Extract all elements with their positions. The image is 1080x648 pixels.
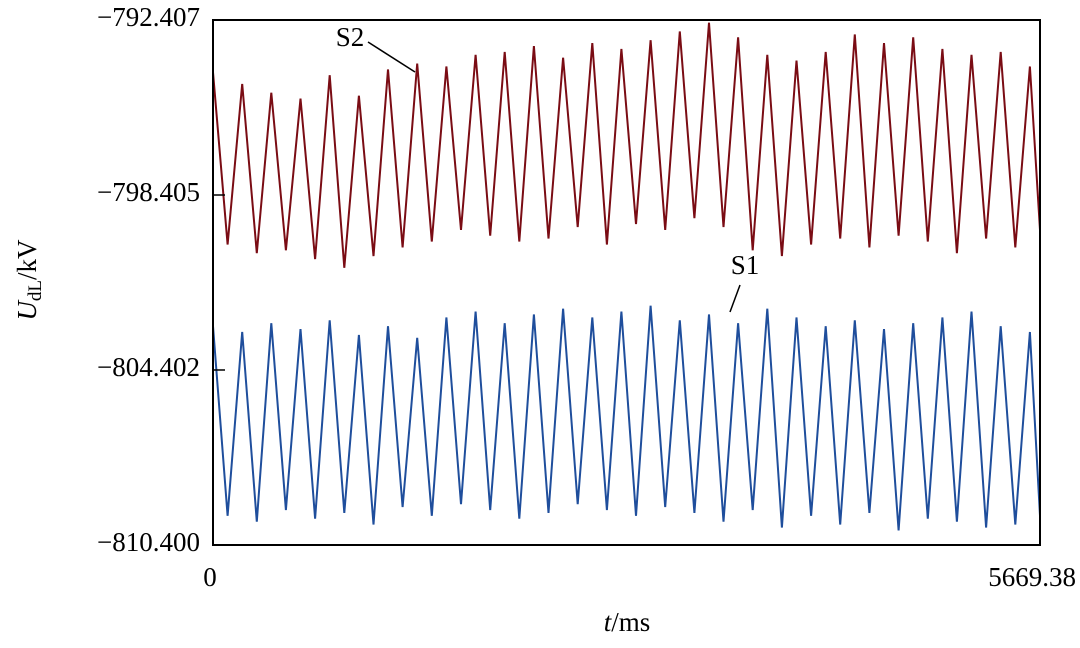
plot-frame bbox=[212, 19, 1041, 546]
y-tick-label: −810.400 bbox=[97, 527, 200, 557]
annotation-leader bbox=[729, 284, 741, 313]
series-line bbox=[212, 22, 1041, 268]
y-label-symbol: U bbox=[12, 300, 42, 321]
y-axis-label: UdL/kV bbox=[12, 239, 46, 321]
x-label-symbol: t bbox=[604, 607, 613, 637]
y-tick-label: −804.402 bbox=[97, 352, 200, 382]
y-label-sub: dL bbox=[25, 280, 46, 301]
annotation-leader bbox=[367, 41, 416, 73]
x-tick-label: 5669.38 bbox=[988, 562, 1076, 592]
x-axis-label: t/ms bbox=[604, 607, 651, 637]
y-label-unit: /kV bbox=[12, 239, 42, 280]
y-tick-label: −792.407 bbox=[97, 2, 200, 32]
x-tick-label: 0 bbox=[203, 562, 217, 592]
y-tick-label: −798.405 bbox=[97, 177, 200, 207]
series-annotation: S1 bbox=[731, 250, 760, 280]
series-line bbox=[212, 305, 1041, 531]
series-annotation: S2 bbox=[336, 22, 365, 52]
x-label-unit: /ms bbox=[611, 607, 650, 637]
